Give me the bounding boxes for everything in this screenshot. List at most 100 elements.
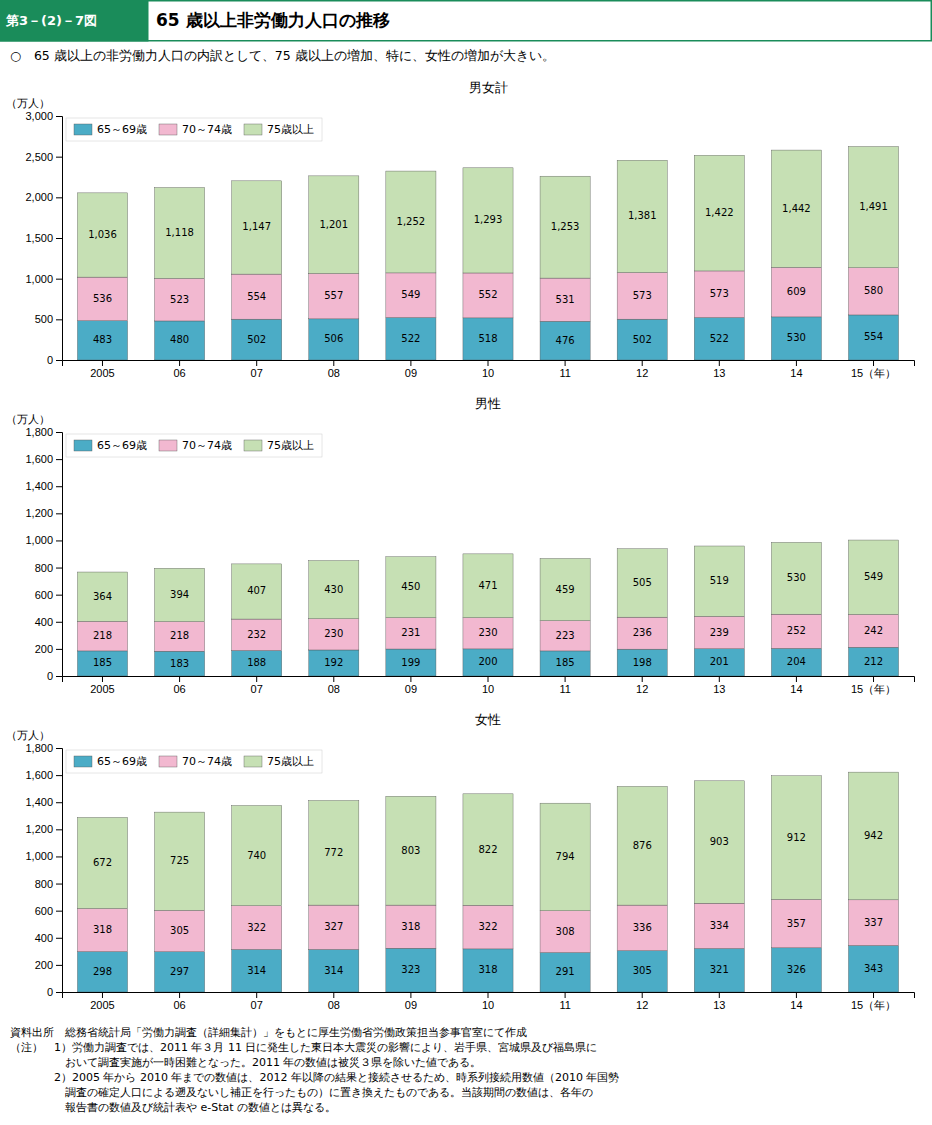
data-label: 305 — [170, 925, 189, 936]
bar — [540, 803, 590, 911]
data-label: 337 — [864, 917, 883, 928]
notes: 資料出所 総務省統計局「労働力調査（詳細集計）」をもとに厚生労働省労働政策担当参… — [10, 1026, 619, 1114]
y-tick-label: 1,600 — [25, 453, 53, 465]
x-tick-label: 15（年） — [851, 999, 896, 1011]
bar — [463, 649, 513, 676]
x-tick-mark — [642, 360, 643, 366]
x-tick: 15（年） — [851, 992, 896, 1011]
bar — [77, 193, 127, 277]
y-tick: 600 — [35, 589, 62, 601]
data-label: 212 — [864, 656, 883, 667]
y-tick-label: 600 — [35, 589, 53, 601]
y-axis: 0 500 1,000 1,500 2,000 2,500 3,000 — [25, 110, 62, 366]
bar — [232, 619, 282, 650]
legend-item: 70～74歳 — [159, 123, 232, 136]
y-tick: 1,000 — [25, 273, 62, 285]
bar — [155, 651, 205, 676]
data-label: 942 — [864, 830, 883, 841]
legend: 65～69歳70～74歳75歳以上 — [66, 750, 322, 773]
x-tick-label: 06 — [173, 683, 185, 695]
legend: 65～69歳70～74歳75歳以上 — [66, 118, 322, 141]
bar — [463, 949, 513, 992]
bar — [771, 776, 821, 900]
x-tick-label: 12 — [636, 999, 648, 1011]
y-tick: 2,500 — [25, 151, 62, 163]
y-tick-mark — [56, 157, 62, 158]
x-tick-mark — [873, 676, 874, 682]
x-axis: 200506070809101112131415（年） — [63, 992, 915, 1011]
y-tick-mark — [56, 197, 62, 198]
x-tick-label: 07 — [251, 367, 263, 379]
bar — [386, 649, 436, 676]
chart-title: 男女計 — [469, 80, 508, 95]
data-labels: 2982973143143233182913053213263433183053… — [93, 830, 883, 977]
y-tick-label: 3,000 — [25, 110, 53, 122]
x-tick-mark — [873, 992, 874, 998]
y-tick: 1,400 — [25, 796, 62, 808]
series — [77, 946, 898, 992]
data-label: 252 — [787, 625, 806, 636]
bar — [540, 278, 590, 321]
x-tick: 13 — [713, 360, 725, 379]
y-axis-line — [56, 433, 63, 677]
bar — [155, 952, 205, 992]
bar — [540, 176, 590, 278]
bar — [386, 796, 436, 905]
x-tick-label: 08 — [328, 367, 340, 379]
bar — [848, 647, 898, 676]
note: 2）2005 年から 2010 年までの数値は、2012 年以降の結果と接続させ… — [10, 1071, 619, 1084]
data-label: 803 — [401, 845, 420, 856]
y-tick-label: 500 — [35, 313, 53, 325]
data-label: 554 — [864, 331, 883, 342]
legend-item: 75歳以上 — [244, 755, 314, 768]
data-label: 672 — [93, 857, 112, 868]
x-tick: 13 — [713, 676, 725, 695]
data-label: 912 — [787, 832, 806, 843]
bar — [694, 271, 744, 318]
y-tick-label: 1,500 — [25, 232, 53, 244]
y-tick-label: 0 — [47, 354, 53, 366]
bar — [309, 949, 359, 992]
legend-item: 75歳以上 — [244, 123, 314, 136]
legend-label: 70～74歳 — [182, 123, 232, 136]
bar — [694, 649, 744, 676]
chart: 1851831881921992001851982012042122182182… — [6, 396, 915, 695]
bar — [463, 554, 513, 618]
bar — [848, 772, 898, 900]
data-label: 242 — [864, 625, 883, 636]
data-label: 1,422 — [705, 207, 734, 218]
x-tick-label: 12 — [636, 367, 648, 379]
data-label: 552 — [478, 289, 497, 300]
x-tick-mark — [565, 360, 566, 366]
legend-item: 70～74歳 — [159, 439, 232, 452]
x-tick: 2005 — [90, 992, 114, 1011]
x-tick-mark — [179, 676, 180, 682]
x-tick-mark — [642, 676, 643, 682]
x-tick: 15（年） — [851, 676, 896, 695]
bar — [386, 948, 436, 992]
legend-swatch — [244, 756, 262, 767]
bars — [77, 772, 898, 992]
y-tick-mark — [56, 595, 62, 596]
y-tick-mark — [56, 459, 62, 460]
x-tick: 13 — [713, 992, 725, 1011]
data-label: 323 — [401, 964, 420, 975]
y-tick: 500 — [35, 313, 62, 325]
data-label: 318 — [401, 921, 420, 932]
x-tick-mark — [719, 676, 720, 682]
x-tick: 10 — [482, 360, 494, 379]
data-label: 327 — [324, 921, 343, 932]
data-label: 518 — [478, 333, 497, 344]
bar — [309, 619, 359, 650]
bar — [617, 786, 667, 905]
subtitle: ○ 65 歳以上の非労働力人口の内訳として、75 歳以上の増加、特に、女性の増加… — [10, 48, 555, 63]
bar — [694, 948, 744, 992]
x-tick-label: 10 — [482, 367, 494, 379]
bar — [155, 321, 205, 360]
y-tick: 200 — [35, 643, 62, 655]
y-tick-label: 400 — [35, 932, 53, 944]
x-tick: 10 — [482, 992, 494, 1011]
data-label: 772 — [324, 847, 343, 858]
data-label: 232 — [247, 629, 266, 640]
y-tick-label: 2,000 — [25, 191, 53, 203]
